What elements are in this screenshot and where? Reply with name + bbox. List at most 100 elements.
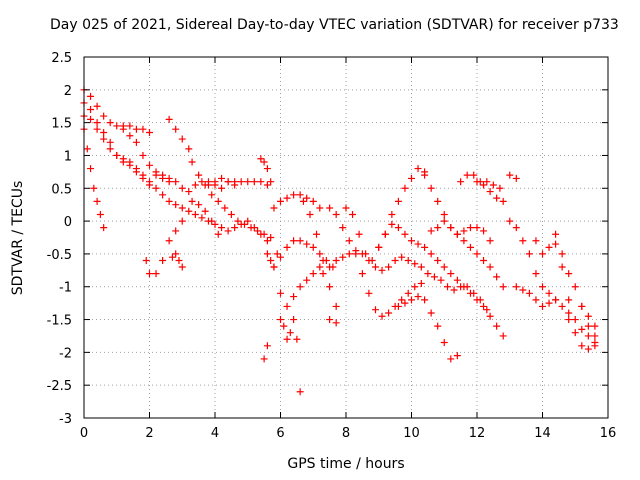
data-point [434,256,442,264]
data-point [401,184,409,192]
data-point [218,224,226,232]
data-point [486,188,494,196]
data-point [453,230,461,238]
data-point [398,296,406,304]
chart-title: Day 025 of 2021, Sidereal Day-to-day VTE… [50,17,619,33]
data-point [558,302,566,310]
data-point [293,335,301,343]
data-point [493,322,501,330]
data-point [211,220,219,228]
data-point [146,270,153,278]
data-point [159,256,167,264]
data-point [296,237,304,245]
data-point [466,224,474,232]
data-point [519,237,527,245]
data-point [493,273,501,281]
data-point [545,299,553,307]
data-point [332,319,340,327]
data-point [277,197,284,205]
data-point [283,335,291,343]
data-point [113,122,121,130]
data-point [496,184,504,192]
data-point [172,201,180,209]
data-point [591,322,599,330]
data-point [93,102,101,110]
data-point [126,132,134,140]
data-point [100,135,108,143]
data-point [185,145,193,153]
data-point [355,230,363,238]
data-point [244,217,252,225]
data-point [480,256,488,264]
data-point [146,128,153,136]
data-point [421,243,429,251]
data-point [342,204,350,212]
x-axis-label: GPS time / hours [287,456,405,472]
data-point [345,250,353,258]
data-point [326,204,334,212]
data-point [434,197,442,205]
data-point [565,309,573,317]
data-point [303,194,311,202]
data-point [427,184,435,192]
data-point [270,263,278,271]
data-point [165,115,173,123]
data-point [100,224,108,232]
data-point [319,270,327,278]
data-point [296,283,304,291]
y-tick-label: 1.5 [51,117,72,132]
data-point [208,217,216,225]
data-point [473,250,481,258]
data-point [240,220,248,228]
data-point [440,217,448,225]
data-point [565,316,573,324]
data-point [326,283,334,291]
data-point [499,332,507,340]
data-point [296,191,304,199]
data-point [277,289,284,297]
data-point [299,197,307,205]
data-point [273,250,281,258]
data-point [132,125,140,133]
data-point [87,106,95,114]
data-point [460,227,468,235]
data-point [244,178,252,186]
data-point [339,224,347,232]
data-point [591,332,599,340]
data-point [378,312,386,320]
data-point [408,237,415,245]
data-point [146,161,153,169]
data-point [421,171,429,179]
data-point [208,191,216,199]
data-point [290,237,298,245]
data-point [584,345,592,353]
data-point [139,125,147,133]
data-point [201,207,209,215]
data-point [316,204,324,212]
x-tick-label: 4 [211,426,219,441]
data-point [486,312,494,320]
data-point [437,276,445,284]
data-point [584,332,592,340]
x-tick-label: 8 [342,426,350,441]
data-point [368,256,376,264]
data-point [178,204,186,212]
data-point [260,158,268,166]
data-point [525,289,533,297]
y-tick-label: -1.5 [47,314,72,329]
data-point [93,197,101,205]
data-point [227,211,235,219]
data-point [417,263,425,271]
data-point [381,230,389,238]
data-point [214,197,222,205]
data-point [263,165,271,173]
data-point [430,273,438,281]
data-point [483,178,491,186]
data-point [93,119,101,127]
data-point [499,197,507,205]
data-point [286,329,294,337]
data-point [486,263,494,271]
data-point [539,283,546,291]
data-point [358,270,366,278]
data-point [378,266,386,274]
